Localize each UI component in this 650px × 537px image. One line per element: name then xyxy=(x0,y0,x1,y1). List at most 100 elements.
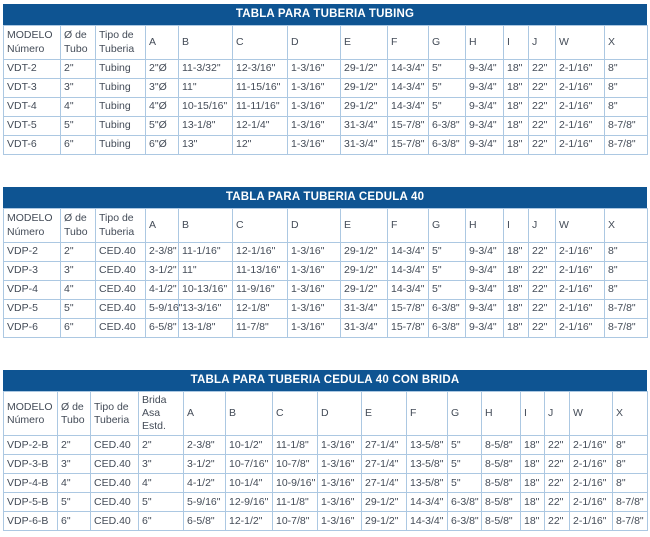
model-cell: VDP-4-B xyxy=(3,473,58,494)
dimension-cell: CED.40 xyxy=(95,280,146,300)
dimension-cell: 2-3/8" xyxy=(145,242,179,262)
dimension-cell: 6-3/8" xyxy=(428,135,466,155)
dimension-cell: 1-3/16" xyxy=(287,59,341,79)
dimension-cell: 12-1/16" xyxy=(232,242,288,262)
dimension-cell: 22" xyxy=(544,492,570,513)
dimension-cell: 1-3/16" xyxy=(287,261,341,281)
dimension-cell: 2"Ø xyxy=(145,59,179,79)
dimension-cell: CED.40 xyxy=(95,261,146,281)
model-cell: VDP-4 xyxy=(3,280,61,300)
dimension-cell: 5" xyxy=(428,59,466,79)
dimension-cell: 12-3/16" xyxy=(232,59,288,79)
dimension-cell: 10-7/8" xyxy=(272,454,318,475)
table-row: VDT-2 2" Tubing 2"Ø 11-3/32" 12-3/16" 1-3/16" 2… xyxy=(3,59,648,79)
dimension-cell: 3" xyxy=(60,261,96,281)
column-header: E xyxy=(361,390,407,437)
dimension-cell: 2-1/16" xyxy=(555,280,605,300)
dimension-cell: 1-3/16" xyxy=(287,299,341,319)
column-header: MODELO Número xyxy=(3,390,58,437)
dimension-cell: Tubing xyxy=(95,59,146,79)
dimension-cell: 11-7/8" xyxy=(232,318,288,338)
column-header: Tipo de Tuberia xyxy=(95,25,146,60)
dimension-cell: 11-3/32" xyxy=(178,59,233,79)
dimension-cell: 4-1/2" xyxy=(183,473,226,494)
dimension-cell: 18" xyxy=(503,59,529,79)
table-row: VDP-2-B 2" CED.40 2" 2-3/8" 10-1/2" 11-1/8" 1-3… xyxy=(3,435,648,456)
dimension-cell: 18" xyxy=(503,261,529,281)
dimension-cell: 12-1/8" xyxy=(232,299,288,319)
dimension-cell: 14-3/4" xyxy=(387,59,429,79)
column-header: A xyxy=(145,208,179,243)
column-header: C xyxy=(272,390,318,437)
dimension-cell: 22" xyxy=(528,280,556,300)
column-header: F xyxy=(387,208,429,243)
dimension-cell: 8-7/8" xyxy=(604,116,648,136)
dimension-cell: 31-3/4" xyxy=(340,116,388,136)
dimension-cell: 15-7/8" xyxy=(387,135,429,155)
dimension-cell: 18" xyxy=(503,299,529,319)
dimension-cell: 11-9/16" xyxy=(232,280,288,300)
model-cell: VDT-4 xyxy=(3,97,61,117)
table-row: VDP-4 4" CED.40 4-1/2" 10-13/16" 11-9/16" 1-3/… xyxy=(3,280,648,300)
dimension-cell: 22" xyxy=(528,261,556,281)
dimension-cell: 1-3/16" xyxy=(287,280,341,300)
dimension-cell: 22" xyxy=(544,454,570,475)
dimension-cell: 11-1/8" xyxy=(272,435,318,456)
dimension-cell: CED.40 xyxy=(90,435,139,456)
dimension-cell: 27-1/4" xyxy=(361,435,407,456)
dimension-cell: 1-3/16" xyxy=(317,435,362,456)
dimension-cell: Tubing xyxy=(95,116,146,136)
column-header: A xyxy=(183,390,226,437)
table-section-cedula40: TABLA PARA TUBERIA CEDULA 40 MODELO Núme… xyxy=(3,187,648,338)
column-header: Tipo de Tuberia xyxy=(95,208,146,243)
dimension-cell: 22" xyxy=(544,435,570,456)
dimension-cell: 2-1/16" xyxy=(569,435,613,456)
dimension-cell: 1-3/16" xyxy=(287,318,341,338)
column-header: J xyxy=(544,390,570,437)
dimension-cell: 9-3/4" xyxy=(465,242,504,262)
dimension-cell: 29-1/2" xyxy=(340,97,388,117)
column-header: W xyxy=(555,208,605,243)
column-header: X xyxy=(612,390,648,437)
dimension-cell: 4"Ø xyxy=(145,97,179,117)
model-cell: VDP-2 xyxy=(3,242,61,262)
column-header: I xyxy=(520,390,545,437)
dimension-cell: 11-11/16" xyxy=(232,97,288,117)
dimension-cell: 8-5/8" xyxy=(481,435,521,456)
dimension-cell: 1-3/16" xyxy=(317,492,362,513)
dimension-cell: 11-13/16" xyxy=(232,261,288,281)
dimension-cell: 15-7/8" xyxy=(387,299,429,319)
dimension-cell: 8" xyxy=(604,59,648,79)
model-cell: VDP-6 xyxy=(3,318,61,338)
dimension-cell: 6" xyxy=(60,135,96,155)
dimension-cell: 10-1/2" xyxy=(225,435,273,456)
dimension-cell: 2-1/16" xyxy=(555,116,605,136)
dimension-cell: Tubing xyxy=(95,78,146,98)
dimension-cell: CED.40 xyxy=(95,242,146,262)
dimension-cell: 18" xyxy=(503,116,529,136)
table-row: VDT-5 5" Tubing 5"Ø 13-1/8" 12-1/4" 1-3/16" 31-… xyxy=(3,116,648,136)
dimension-cell: 10-1/4" xyxy=(225,473,273,494)
spec-table-cedula40: MODELO Número Ø de Tubo Tipo de Tuberia A B C… xyxy=(3,208,648,338)
column-header: I xyxy=(503,25,529,60)
dimension-cell: 6-3/8" xyxy=(428,299,466,319)
column-header: Tipo de Tuberia xyxy=(90,390,139,437)
dimension-cell: 2-3/8" xyxy=(183,435,226,456)
dimension-cell: 22" xyxy=(544,473,570,494)
dimension-cell: 2-1/16" xyxy=(555,318,605,338)
table-section-cedula40-brida: TABLA PARA TUBERIA CEDULA 40 CON BRIDA M… xyxy=(3,370,648,532)
dimension-cell: CED.40 xyxy=(95,318,146,338)
model-cell: VDP-5-B xyxy=(3,492,58,513)
column-header: MODELO Número xyxy=(3,208,61,243)
dimension-cell: 2-1/16" xyxy=(555,261,605,281)
column-header: Ø de Tubo xyxy=(57,390,91,437)
dimension-cell: Tubing xyxy=(95,135,146,155)
dimension-cell: 10-13/16" xyxy=(178,280,233,300)
column-header: D xyxy=(287,208,341,243)
column-header: G xyxy=(447,390,482,437)
column-header: J xyxy=(528,208,556,243)
column-header: H xyxy=(481,390,521,437)
table-row: VDP-5 5" CED.40 5-9/16" 13-3/16" 12-1/8" 1-3/1… xyxy=(3,299,648,319)
dimension-cell: 6-3/8" xyxy=(428,318,466,338)
